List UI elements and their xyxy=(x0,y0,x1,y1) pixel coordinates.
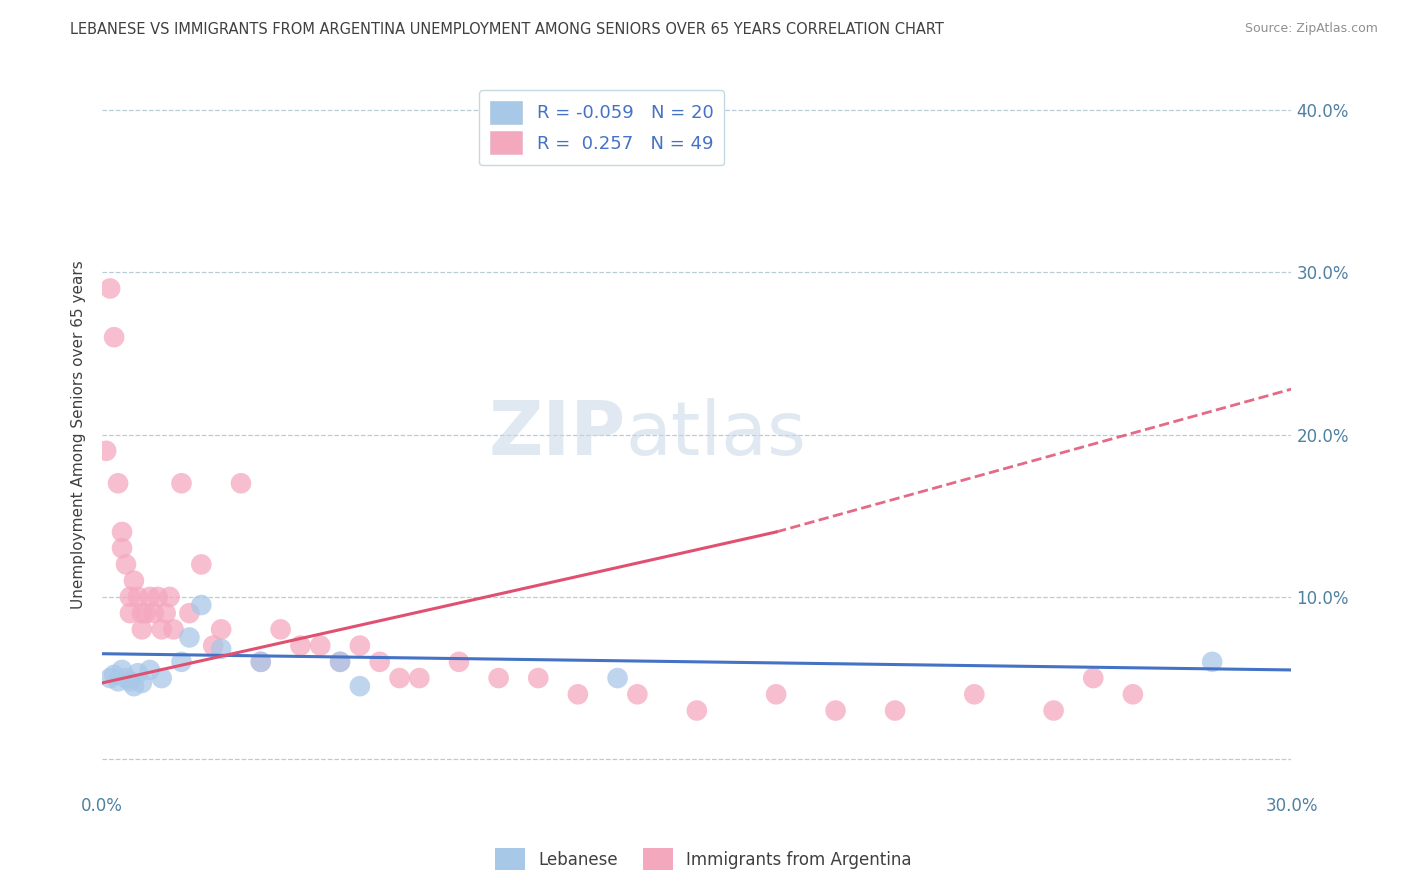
Point xyxy=(179,606,201,620)
Text: atlas: atlas xyxy=(626,398,807,471)
Point xyxy=(567,687,589,701)
Point xyxy=(686,704,709,718)
Point xyxy=(329,655,352,669)
Point xyxy=(329,655,352,669)
Point xyxy=(107,674,129,689)
Point xyxy=(488,671,510,685)
Text: LEBANESE VS IMMIGRANTS FROM ARGENTINA UNEMPLOYMENT AMONG SENIORS OVER 65 YEARS C: LEBANESE VS IMMIGRANTS FROM ARGENTINA UN… xyxy=(70,22,945,37)
Point xyxy=(963,687,986,701)
Point xyxy=(127,666,149,681)
Point xyxy=(118,590,141,604)
Point xyxy=(229,476,252,491)
Point xyxy=(150,623,173,637)
Point xyxy=(408,671,430,685)
Point xyxy=(447,655,470,669)
Point xyxy=(115,558,138,572)
Point xyxy=(190,558,212,572)
Point xyxy=(98,671,121,685)
Text: Source: ZipAtlas.com: Source: ZipAtlas.com xyxy=(1244,22,1378,36)
Point xyxy=(270,623,292,637)
Point xyxy=(159,590,181,604)
Point xyxy=(368,655,391,669)
Point xyxy=(146,590,169,604)
Text: ZIP: ZIP xyxy=(488,398,626,471)
Point xyxy=(249,655,271,669)
Point xyxy=(98,281,121,295)
Point xyxy=(142,606,165,620)
Point xyxy=(118,674,141,689)
Point xyxy=(190,598,212,612)
Point xyxy=(122,679,145,693)
Legend: Lebanese, Immigrants from Argentina: Lebanese, Immigrants from Argentina xyxy=(488,842,918,877)
Point xyxy=(606,671,628,685)
Point xyxy=(155,606,177,620)
Point xyxy=(1083,671,1105,685)
Point xyxy=(349,679,371,693)
Point xyxy=(135,606,157,620)
Point xyxy=(162,623,184,637)
Point xyxy=(170,476,193,491)
Point xyxy=(103,668,125,682)
Point xyxy=(765,687,787,701)
Y-axis label: Unemployment Among Seniors over 65 years: Unemployment Among Seniors over 65 years xyxy=(72,260,86,609)
Point xyxy=(111,524,134,539)
Legend: R = -0.059   N = 20, R =  0.257   N = 49: R = -0.059 N = 20, R = 0.257 N = 49 xyxy=(479,90,724,165)
Point xyxy=(103,330,125,344)
Point xyxy=(96,443,118,458)
Point xyxy=(170,655,193,669)
Point xyxy=(115,671,138,685)
Point xyxy=(249,655,271,669)
Point xyxy=(131,676,153,690)
Point xyxy=(824,704,846,718)
Point xyxy=(884,704,907,718)
Point xyxy=(139,590,162,604)
Point xyxy=(179,631,201,645)
Point xyxy=(150,671,173,685)
Point xyxy=(202,639,225,653)
Point xyxy=(139,663,162,677)
Point xyxy=(131,623,153,637)
Point xyxy=(290,639,312,653)
Point xyxy=(107,476,129,491)
Point xyxy=(1122,687,1144,701)
Point xyxy=(388,671,411,685)
Point xyxy=(626,687,648,701)
Point xyxy=(209,623,232,637)
Point xyxy=(209,641,232,656)
Point xyxy=(118,606,141,620)
Point xyxy=(131,606,153,620)
Point xyxy=(122,574,145,588)
Point xyxy=(1042,704,1064,718)
Point xyxy=(309,639,332,653)
Point xyxy=(527,671,550,685)
Point xyxy=(349,639,371,653)
Point xyxy=(127,590,149,604)
Point xyxy=(1201,655,1223,669)
Point xyxy=(111,541,134,556)
Point xyxy=(111,663,134,677)
